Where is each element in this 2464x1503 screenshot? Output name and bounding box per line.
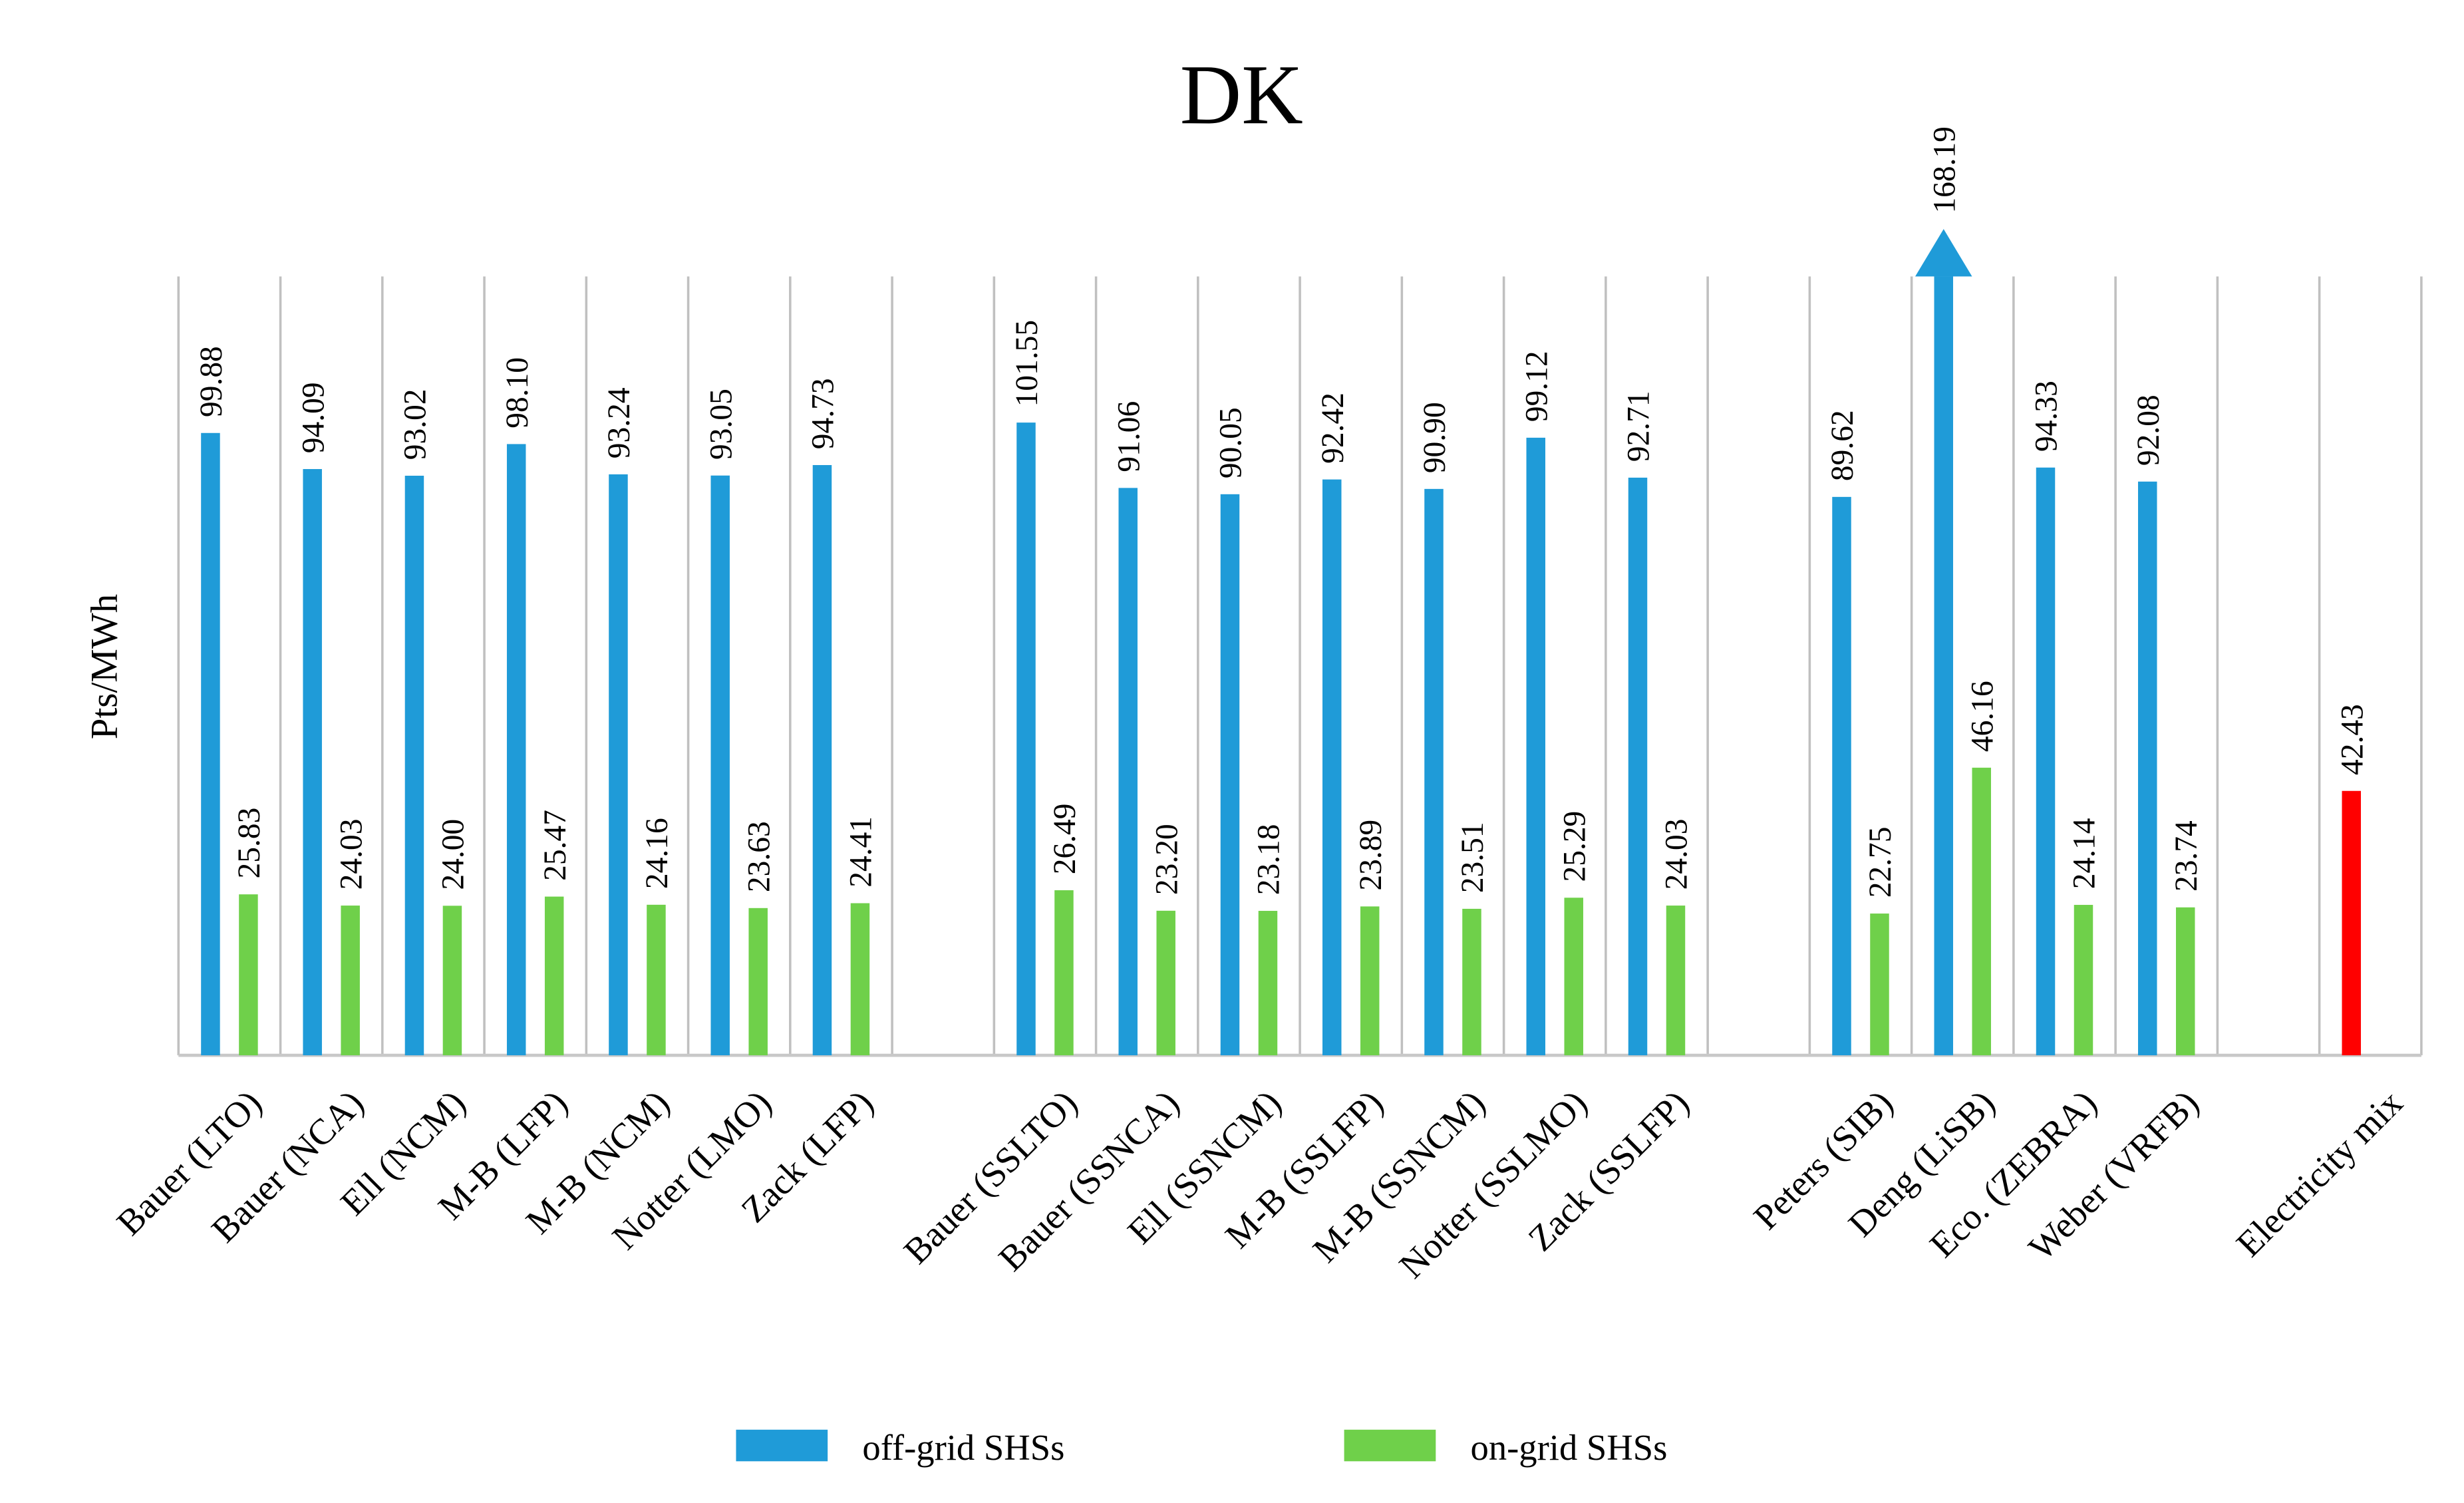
value-label: 94.09: [296, 382, 331, 453]
value-label: 42.43: [2335, 704, 2370, 775]
value-label: 24.41: [844, 816, 879, 888]
bar: [710, 475, 730, 1056]
overflow-arrow: [1915, 229, 1972, 277]
bar: [647, 904, 666, 1056]
value-label: 23.89: [1354, 820, 1388, 891]
bar: [201, 432, 220, 1056]
value-label: 25.29: [1557, 811, 1592, 882]
value-label: 99.88: [194, 346, 229, 417]
bar: [748, 908, 768, 1056]
legend-label: off-grid SHSs: [862, 1427, 1064, 1468]
legend-swatch: [736, 1429, 828, 1462]
value-label: 94.33: [2030, 381, 2064, 452]
value-label: 25.83: [232, 808, 267, 879]
value-label: 101.55: [1010, 320, 1044, 407]
bar: [1870, 914, 1889, 1056]
bar: [1156, 910, 1175, 1056]
value-label: 92.08: [2131, 395, 2166, 466]
bar: [506, 444, 526, 1056]
legend-label: on-grid SHSs: [1471, 1427, 1668, 1468]
bar: [1322, 479, 1342, 1056]
bar: [1016, 422, 1036, 1056]
bar: [2342, 790, 2362, 1056]
bar: [1628, 477, 1648, 1056]
value-label: 93.05: [704, 389, 738, 460]
value-label: 93.02: [398, 389, 433, 460]
value-label: 89.62: [1825, 410, 1860, 481]
bar: [2176, 907, 2195, 1056]
value-label: 23.51: [1456, 822, 1490, 893]
x-tick-label: Bauer (SSLTO): [895, 1083, 1084, 1271]
value-label: 24.14: [2068, 818, 2102, 889]
bar: [812, 464, 832, 1056]
bar: [1832, 496, 1851, 1056]
legend-swatch: [1344, 1429, 1436, 1462]
bar: [341, 906, 360, 1056]
value-label: 24.00: [436, 819, 471, 890]
x-tick-label: Notter (SSLMO): [1391, 1083, 1595, 1286]
value-label: 22.75: [1863, 826, 1898, 898]
value-label: 26.49: [1048, 803, 1082, 874]
bar: [609, 474, 628, 1056]
value-label: 98.10: [500, 357, 535, 428]
bar: [1220, 494, 1240, 1056]
chart-title: DK: [1180, 47, 1303, 142]
value-label: 93.24: [602, 387, 637, 458]
bar: [1258, 911, 1278, 1056]
value-label: 90.90: [1418, 402, 1452, 473]
bar: [404, 476, 424, 1056]
bar: [1118, 488, 1138, 1056]
value-label: 99.12: [1519, 351, 1554, 422]
x-tick-label: Electricity mix: [2229, 1083, 2411, 1265]
bar: [1564, 898, 1583, 1056]
value-label: 91.06: [1112, 401, 1146, 472]
bar: [2138, 481, 2157, 1056]
bar: [850, 903, 870, 1056]
bar: [1462, 908, 1481, 1056]
bar: [1526, 437, 1545, 1056]
bar: [239, 894, 258, 1056]
value-label: 92.71: [1622, 391, 1656, 462]
y-axis-label: Pts/MWh: [84, 594, 126, 739]
x-tick-label: Bauer (SSNCA): [991, 1083, 1187, 1279]
bar: [1424, 488, 1444, 1056]
value-label: 90.05: [1214, 407, 1249, 478]
bar: [1972, 767, 1991, 1056]
bar: [303, 468, 322, 1056]
value-label: 92.42: [1316, 393, 1350, 464]
value-label: 23.18: [1252, 824, 1287, 895]
value-label: 24.03: [334, 819, 369, 890]
value-label: 23.63: [742, 821, 776, 892]
value-label: 94.73: [806, 378, 841, 449]
value-label: 24.03: [1660, 819, 1694, 890]
value-label: 23.20: [1150, 824, 1184, 895]
bar: [2074, 905, 2093, 1056]
value-label: 25.47: [538, 810, 573, 881]
bar: [2036, 467, 2056, 1056]
value-label: 24.16: [640, 818, 675, 889]
value-label: 46.16: [1965, 681, 2000, 752]
value-label: 23.74: [2169, 820, 2204, 892]
value-label: 168.19: [1927, 126, 1962, 214]
bar: [1934, 276, 1954, 1056]
bar: [1666, 906, 1686, 1056]
bar: [1360, 906, 1380, 1056]
bar: [442, 906, 462, 1056]
bar: [544, 896, 564, 1056]
bar: [1054, 890, 1074, 1056]
